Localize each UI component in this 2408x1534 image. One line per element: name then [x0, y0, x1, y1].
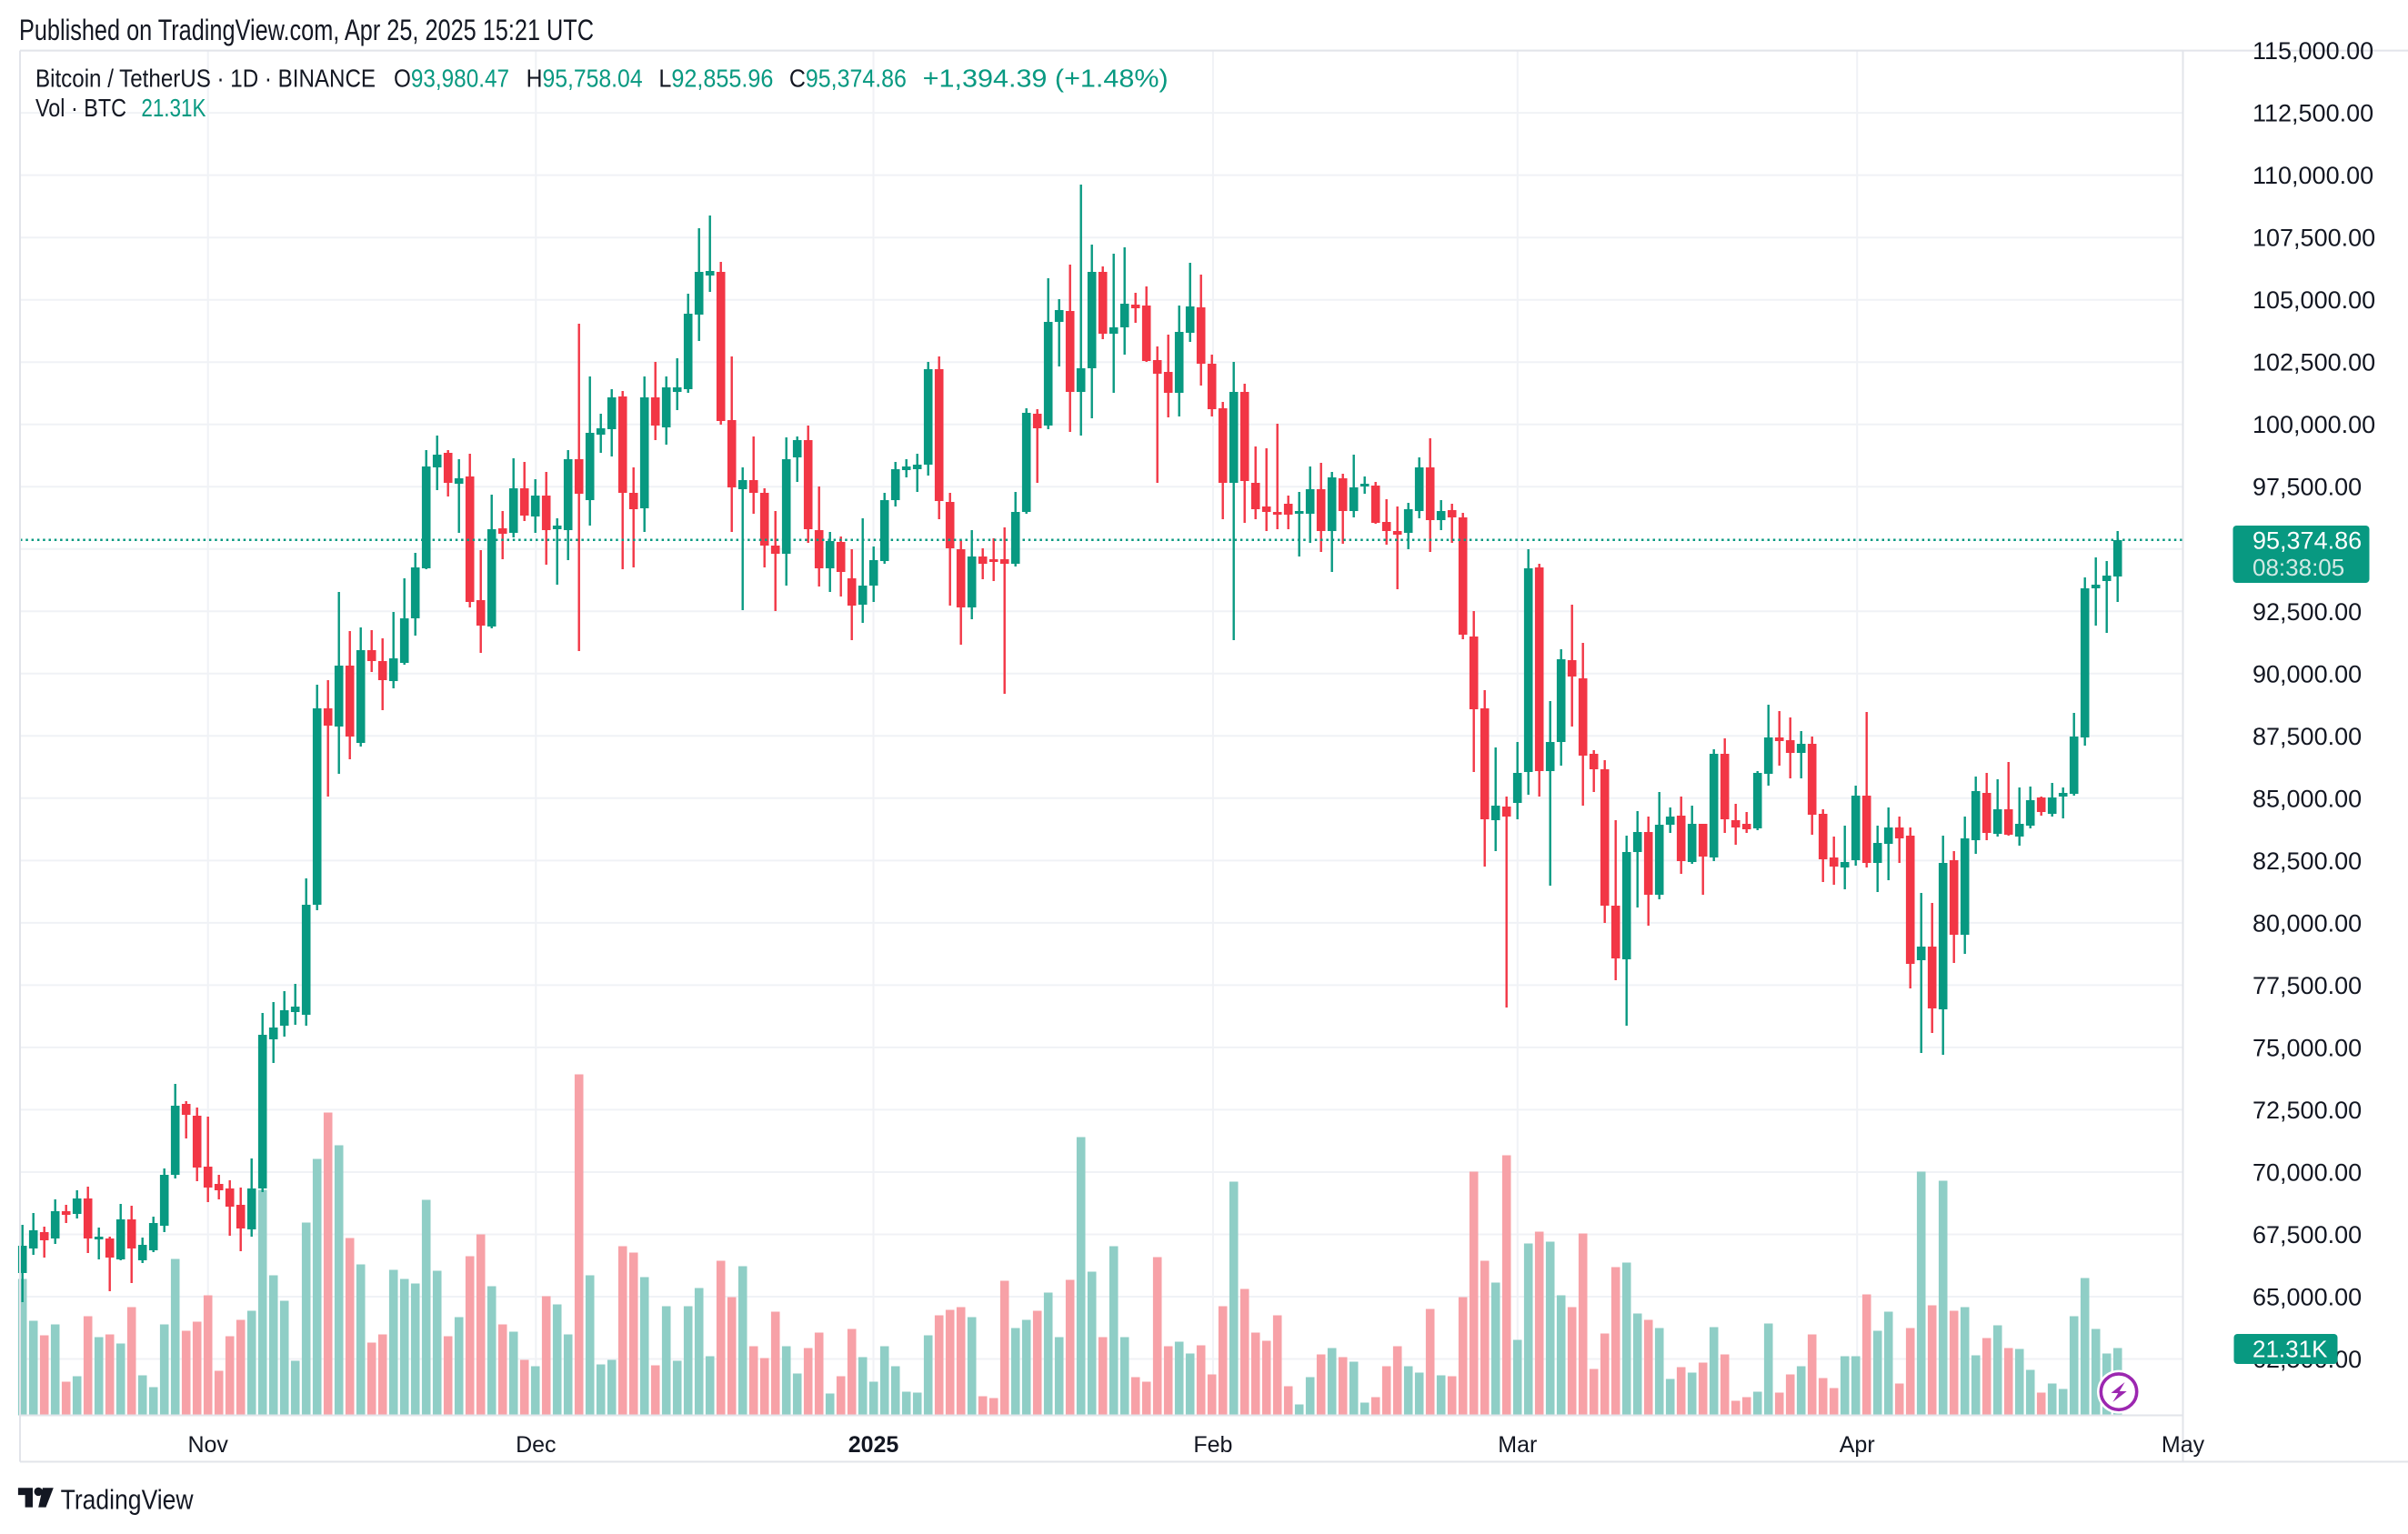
- svg-text:+1,394.39 (+1.48%): +1,394.39 (+1.48%): [923, 65, 1169, 93]
- svg-text:92,500.00: 92,500.00: [2252, 598, 2362, 626]
- svg-text:Vol · BTC: Vol · BTC: [35, 94, 126, 122]
- svg-text:L92,855.96: L92,855.96: [658, 65, 773, 93]
- svg-text:Nov: Nov: [187, 1432, 228, 1458]
- svg-text:72,500.00: 72,500.00: [2252, 1097, 2362, 1124]
- svg-text:107,500.00: 107,500.00: [2252, 225, 2375, 252]
- svg-text:75,000.00: 75,000.00: [2252, 1034, 2362, 1061]
- svg-text:65,000.00: 65,000.00: [2252, 1284, 2362, 1311]
- svg-text:Mar: Mar: [1498, 1432, 1537, 1458]
- svg-text:102,500.00: 102,500.00: [2252, 349, 2375, 376]
- svg-text:70,000.00: 70,000.00: [2252, 1159, 2362, 1187]
- svg-text:82,500.00: 82,500.00: [2252, 847, 2362, 875]
- svg-text:H95,758.04: H95,758.04: [527, 65, 643, 93]
- svg-text:105,000.00: 105,000.00: [2252, 286, 2375, 314]
- svg-text:Feb: Feb: [1193, 1432, 1232, 1458]
- svg-text:21.31K: 21.31K: [141, 94, 206, 122]
- svg-text:21.31K: 21.31K: [2252, 1336, 2328, 1363]
- svg-text:87,500.00: 87,500.00: [2252, 723, 2362, 750]
- svg-text:May: May: [2162, 1432, 2205, 1458]
- svg-text:97,500.00: 97,500.00: [2252, 474, 2362, 501]
- svg-text:95,374.86: 95,374.86: [2252, 527, 2362, 555]
- svg-text:TradingView: TradingView: [61, 1484, 195, 1516]
- svg-text:100,000.00: 100,000.00: [2252, 411, 2375, 438]
- svg-text:Published on TradingView.com,: Published on TradingView.com, Apr 25, 20…: [19, 14, 594, 46]
- svg-text:77,500.00: 77,500.00: [2252, 972, 2362, 999]
- svg-text:80,000.00: 80,000.00: [2252, 909, 2362, 937]
- svg-text:C95,374.86: C95,374.86: [789, 65, 907, 93]
- svg-text:112,500.00: 112,500.00: [2252, 100, 2373, 127]
- svg-text:Bitcoin / TetherUS · 1D · BINA: Bitcoin / TetherUS · 1D · BINANCE: [35, 65, 376, 93]
- svg-text:O93,980.47: O93,980.47: [394, 65, 509, 93]
- svg-text:08:38:05: 08:38:05: [2252, 554, 2344, 581]
- svg-text:67,500.00: 67,500.00: [2252, 1221, 2362, 1248]
- svg-text:110,000.00: 110,000.00: [2252, 162, 2373, 189]
- svg-text:115,000.00: 115,000.00: [2252, 37, 2373, 65]
- svg-text:Apr: Apr: [1840, 1432, 1875, 1458]
- svg-text:2025: 2025: [848, 1432, 899, 1458]
- svg-text:85,000.00: 85,000.00: [2252, 785, 2362, 812]
- svg-text:90,000.00: 90,000.00: [2252, 660, 2362, 687]
- svg-text:Dec: Dec: [516, 1432, 556, 1458]
